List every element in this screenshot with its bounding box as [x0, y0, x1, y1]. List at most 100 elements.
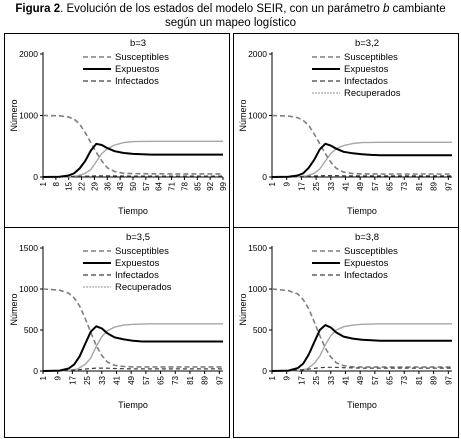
x-tick-label: 57: [371, 181, 380, 190]
caption-text: . Evolución de los estados del modelo SE…: [60, 3, 383, 15]
series-line-expuestos: [42, 325, 223, 372]
legend-label-expuestos: Expuestos: [115, 64, 160, 75]
x-tick-label: 89: [201, 375, 210, 384]
x-axis-label: Tiempo: [118, 206, 148, 216]
x-axis-label: Tiempo: [347, 400, 377, 410]
y-tick-label: 0: [262, 172, 267, 182]
chart-panel-b3-2: b=3,2 0 1000 2000 1 9 17 25 33 41 49 57 65 73 81 89 97 Nú…: [233, 33, 459, 244]
figure-caption: Figura 2. Evolución de los estados del m…: [0, 2, 461, 30]
x-tick-label: 81: [415, 375, 424, 384]
x-tick-label: 50: [129, 181, 138, 190]
series-line-infectados: [271, 175, 452, 178]
legend-label-infectados: Infectados: [115, 76, 159, 87]
y-tick-label: 1000: [248, 284, 267, 294]
x-tick-label: 33: [327, 181, 336, 190]
legend-label-recuperados: Recuperados: [344, 88, 401, 99]
y-tick-label: 1000: [248, 111, 267, 121]
x-tick-label: 49: [356, 375, 365, 384]
x-tick-label: 49: [356, 181, 365, 190]
x-tick-label: 97: [215, 375, 224, 384]
x-tick-label: 85: [193, 181, 202, 190]
legend-label-susceptibles: Susceptibles: [115, 246, 169, 257]
y-tick-label: 0: [33, 366, 38, 376]
x-tick-label: 9: [54, 375, 63, 380]
x-tick-label: 57: [142, 375, 151, 384]
legend-label-expuestos: Expuestos: [344, 258, 389, 269]
x-tick-label: 97: [444, 181, 453, 190]
chart-title: b=3,5: [126, 232, 150, 243]
x-tick-label: 78: [180, 181, 189, 190]
caption-label: Figura 2: [15, 3, 61, 15]
x-tick-label: 65: [157, 375, 166, 384]
x-tick-label: 33: [327, 375, 336, 384]
caption-line2: según un mapeo logístico: [164, 17, 297, 29]
series-line-recuperados: [272, 141, 452, 178]
series-line-susceptibles: [42, 288, 223, 368]
x-tick-label: 9: [283, 181, 292, 186]
series-line-susceptibles: [42, 114, 223, 175]
x-tick-label: 57: [142, 181, 151, 190]
x-tick-label: 89: [430, 181, 439, 190]
x-tick-label: 73: [400, 181, 409, 190]
legend-label-susceptibles: Susceptibles: [344, 246, 398, 257]
x-tick-label: 17: [68, 375, 77, 384]
legend-label-expuestos: Expuestos: [344, 64, 389, 75]
x-tick-label: 41: [341, 375, 350, 384]
series-line-infectados: [271, 366, 452, 372]
series-line-expuestos: [42, 142, 223, 178]
x-tick-label: 71: [168, 181, 177, 190]
x-tick-label: 36: [103, 181, 112, 190]
legend-label-infectados: Infectados: [344, 270, 388, 281]
y-axis-label: Número: [9, 99, 19, 131]
y-tick-label: 0: [33, 172, 38, 182]
x-tick-label: 1: [39, 181, 48, 186]
series-line-susceptibles: [271, 114, 452, 175]
x-tick-label: 8: [52, 181, 61, 186]
y-tick-label: 1000: [19, 284, 38, 294]
y-axis-label: Número: [238, 99, 248, 131]
x-tick-label: 17: [297, 181, 306, 190]
y-tick-label: 1000: [19, 111, 38, 121]
x-tick-label: 81: [186, 375, 195, 384]
legend-label-susceptibles: Susceptibles: [115, 52, 169, 63]
series-line-expuestos: [271, 142, 452, 178]
x-tick-label: 41: [112, 375, 121, 384]
chart-panel-b3-8: b=3,8 0 500 1000 1500 1 9 17 25 33 41 49 57 65 73 81 89 9…: [233, 227, 459, 438]
legend-label-infectados: Infectados: [344, 76, 388, 87]
series-line-expuestos: [271, 324, 452, 372]
y-tick-label: 500: [24, 325, 38, 335]
x-tick-label: 97: [444, 375, 453, 384]
x-tick-label: 89: [430, 375, 439, 384]
chart-svg: b=3,8 0 500 1000 1500 1 9 17 25 33 41 49 57 65 73 81 89 9…: [238, 232, 453, 410]
y-tick-label: 2000: [19, 49, 38, 59]
x-tick-label: 65: [386, 375, 395, 384]
x-axis-label: Tiempo: [347, 206, 377, 216]
x-tick-label: 25: [312, 375, 321, 384]
x-tick-label: 17: [297, 375, 306, 384]
caption-text-end: cambiante: [389, 3, 446, 15]
x-tick-label: 65: [386, 181, 395, 190]
chart-title: b=3,8: [355, 232, 379, 243]
x-tick-label: 73: [171, 375, 180, 384]
y-axis-label: Número: [238, 293, 248, 325]
legend-label-recuperados: Recuperados: [115, 282, 172, 293]
y-axis-label: Número: [9, 293, 19, 325]
chart-title: b=3,2: [355, 38, 379, 49]
chart-panel-b3: b=3 0 1000 2000 1 8 15 22 29 36 43 50 57 64 71 78 85 92 99…: [4, 33, 230, 244]
series-line-susceptibles: [271, 288, 452, 368]
series-line-recuperados: [43, 323, 223, 372]
x-tick-label: 29: [90, 181, 99, 190]
x-tick-label: 1: [268, 375, 277, 380]
chart-svg: b=3,5 0 500 1000 1500 1 9 17 25 33 41 49 57 65 73 81 89 9…: [9, 232, 224, 410]
x-tick-label: 25: [312, 181, 321, 190]
x-tick-label: 22: [78, 181, 87, 190]
legend-label-expuestos: Expuestos: [115, 258, 160, 269]
x-tick-label: 1: [268, 181, 277, 186]
x-axis-label: Tiempo: [118, 400, 148, 410]
x-tick-label: 1: [39, 375, 48, 380]
x-tick-label: 64: [155, 181, 164, 190]
series-line-infectados: [42, 367, 223, 372]
y-tick-label: 0: [262, 366, 267, 376]
x-tick-label: 92: [206, 181, 215, 190]
chart-panel-b3-5: b=3,5 0 500 1000 1500 1 9 17 25 33 41 49 57 65 73 81 89 9…: [4, 227, 230, 438]
